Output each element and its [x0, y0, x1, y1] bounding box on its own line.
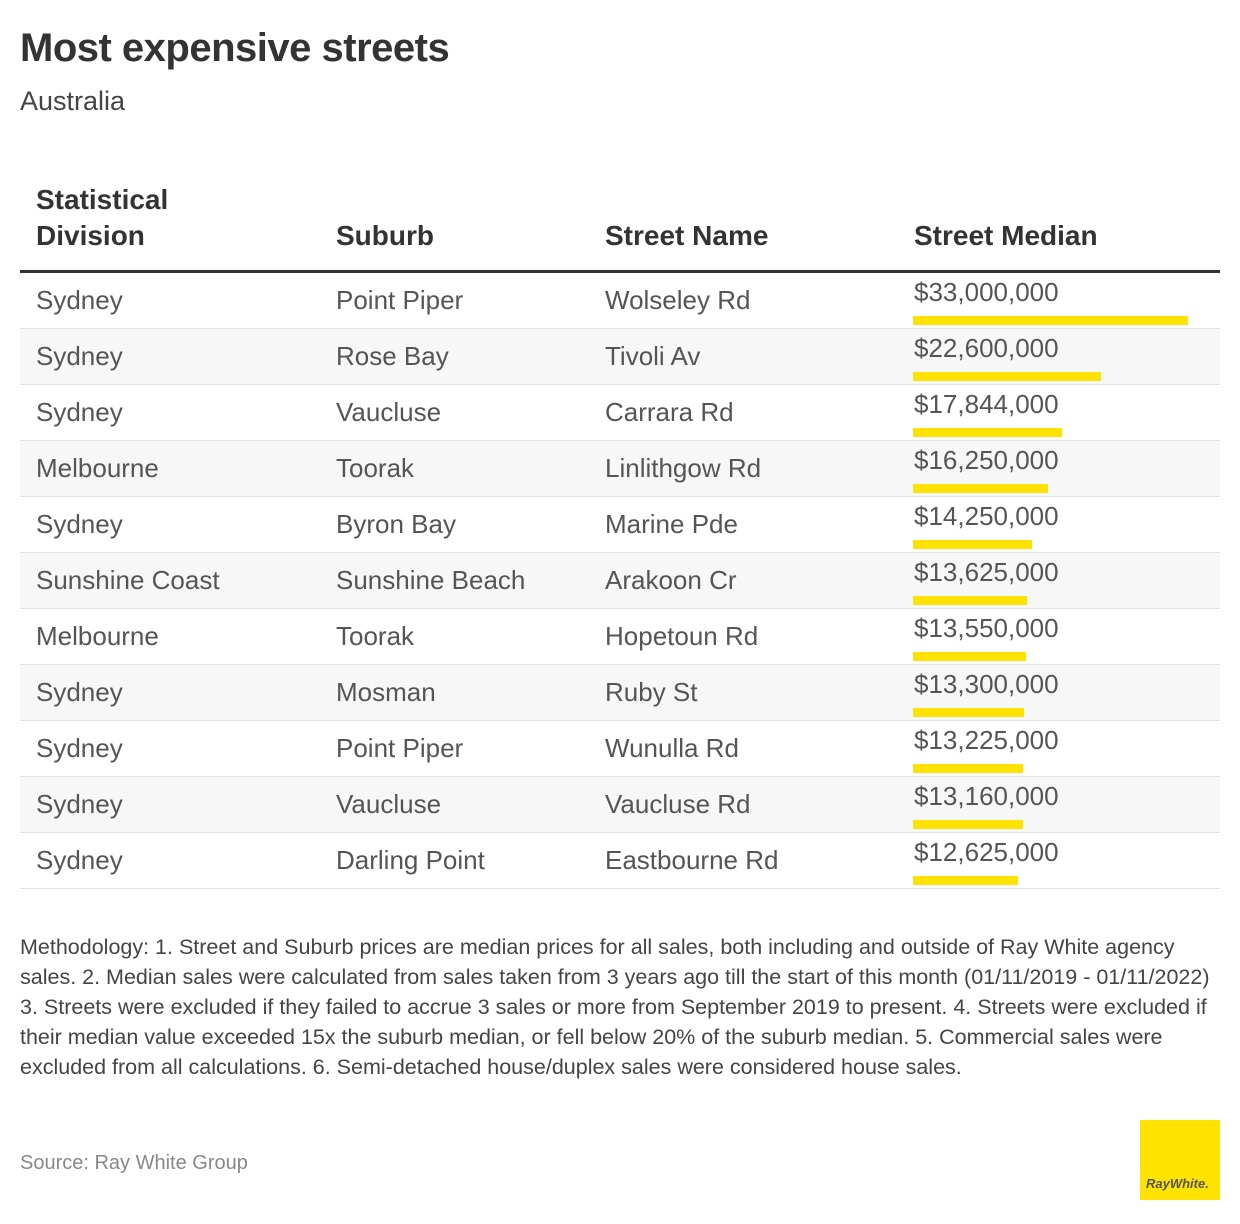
- median-bar: [913, 372, 1102, 381]
- cell-division: Melbourne: [36, 453, 159, 483]
- cell-suburb: Toorak: [336, 621, 415, 651]
- cell-division: Sydney: [36, 789, 123, 819]
- cell-median: $13,550,000: [914, 613, 1059, 643]
- cell-division: Melbourne: [36, 621, 159, 651]
- cell-median: $13,625,000: [914, 557, 1059, 587]
- cell-median: $13,160,000: [914, 781, 1059, 811]
- cell-division: Sydney: [36, 341, 123, 371]
- cell-suburb: Sunshine Beach: [336, 565, 526, 595]
- cell-suburb: Mosman: [336, 677, 436, 707]
- ray-white-logo: RayWhite.: [1140, 1120, 1220, 1200]
- table-row: Melbourne Toorak Linlithgow Rd $16,250,000: [20, 441, 1220, 497]
- cell-division: Sydney: [36, 677, 123, 707]
- table-row: Sydney Byron Bay Marine Pde $14,250,000: [20, 497, 1220, 553]
- table-row: Sydney Vaucluse Vaucluse Rd $13,160,000: [20, 777, 1220, 833]
- cell-street: Eastbourne Rd: [605, 845, 779, 875]
- cell-street: Carrara Rd: [605, 397, 734, 427]
- median-bar: [913, 652, 1026, 661]
- cell-street: Vaucluse Rd: [605, 789, 751, 819]
- cell-street: Hopetoun Rd: [605, 621, 759, 651]
- cell-median: $22,600,000: [914, 333, 1059, 363]
- table-row: Sydney Darling Point Eastbourne Rd $12,625,…: [20, 833, 1220, 889]
- cell-median: $13,225,000: [914, 725, 1059, 755]
- cell-division: Sydney: [36, 397, 123, 427]
- cell-median: $14,250,000: [914, 501, 1059, 531]
- logo-text: RayWhite.: [1146, 1176, 1209, 1191]
- cell-street: Ruby St: [605, 677, 698, 707]
- table-header: Statistical Division Suburb Street Name …: [20, 180, 1220, 273]
- table-row: Sydney Vaucluse Carrara Rd $17,844,000: [20, 385, 1220, 441]
- cell-division: Sydney: [36, 509, 123, 539]
- cell-median: $17,844,000: [914, 389, 1059, 419]
- table-row: Sydney Point Piper Wunulla Rd $13,225,000: [20, 721, 1220, 777]
- header-suburb: Suburb: [336, 220, 434, 251]
- table-row: Sydney Point Piper Wolseley Rd $33,000,000: [20, 273, 1220, 329]
- cell-suburb: Point Piper: [336, 285, 464, 315]
- cell-street: Linlithgow Rd: [605, 453, 762, 483]
- median-bar: [913, 764, 1024, 773]
- cell-division: Sydney: [36, 845, 123, 875]
- cell-suburb: Byron Bay: [336, 509, 456, 539]
- cell-street: Wolseley Rd: [605, 285, 751, 315]
- table-body: Sydney Point Piper Wolseley Rd $33,000,000 S…: [20, 273, 1220, 889]
- median-bar: [913, 316, 1188, 325]
- cell-division: Sydney: [36, 285, 123, 315]
- cell-street: Tivoli Av: [605, 341, 701, 371]
- cell-suburb: Toorak: [336, 453, 415, 483]
- table-row: Sydney Rose Bay Tivoli Av $22,600,000: [20, 329, 1220, 385]
- header-median: Street Median: [914, 220, 1098, 251]
- table-row: Sunshine Coast Sunshine Beach Arakoon Cr $1…: [20, 553, 1220, 609]
- header-street: Street Name: [605, 220, 769, 251]
- cell-suburb: Vaucluse: [336, 397, 442, 427]
- cell-street: Marine Pde: [605, 509, 738, 539]
- median-bar: [913, 708, 1024, 717]
- cell-street: Wunulla Rd: [605, 733, 739, 763]
- cell-median: $13,300,000: [914, 669, 1059, 699]
- cell-suburb: Darling Point: [336, 845, 485, 875]
- cell-street: Arakoon Cr: [605, 565, 737, 595]
- cell-median: $33,000,000: [914, 277, 1059, 307]
- data-table: Statistical Division Suburb Street Name …: [20, 180, 1220, 889]
- cell-division: Sunshine Coast: [36, 565, 220, 595]
- source-note: Source: Ray White Group: [20, 1152, 248, 1174]
- methodology-note: Methodology: 1. Street and Suburb prices…: [20, 935, 1210, 1079]
- median-bar: [913, 876, 1019, 885]
- median-bar: [913, 596, 1027, 605]
- chart-title: Most expensive streets: [20, 26, 450, 70]
- cell-median: $16,250,000: [914, 445, 1059, 475]
- cell-division: Sydney: [36, 733, 123, 763]
- table-row: Melbourne Toorak Hopetoun Rd $13,550,000: [20, 609, 1220, 665]
- header-division: Statistical Division: [36, 184, 169, 251]
- cell-suburb: Rose Bay: [336, 341, 449, 371]
- chart-subtitle: Australia: [20, 86, 126, 116]
- median-bar: [913, 484, 1049, 493]
- cell-suburb: Point Piper: [336, 733, 464, 763]
- cell-suburb: Vaucluse: [336, 789, 442, 819]
- cell-median: $12,625,000: [914, 837, 1059, 867]
- median-bar: [913, 428, 1062, 437]
- median-bar: [913, 820, 1023, 829]
- table-row: Sydney Mosman Ruby St $13,300,000: [20, 665, 1220, 721]
- median-bar: [913, 540, 1032, 549]
